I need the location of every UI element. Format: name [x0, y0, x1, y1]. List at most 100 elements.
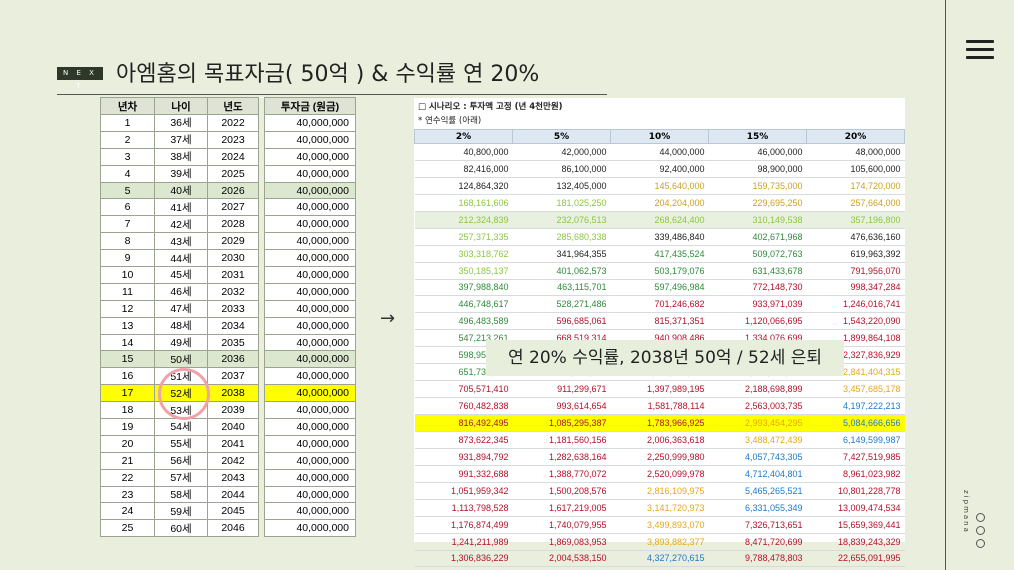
dot-icon [976, 513, 985, 522]
cell-value: 1,306,836,229 [414, 550, 513, 568]
hamburger-menu-icon[interactable] [966, 40, 994, 64]
cell-principal: 40,000,000 [264, 249, 356, 268]
dot-icon [976, 539, 985, 548]
cell-value: 3,488,472,439 [708, 431, 807, 449]
cell-principal: 40,000,000 [264, 384, 356, 403]
cell-value: 15,659,369,441 [806, 516, 905, 534]
table-row: 446,748,617 528,271,486 701,246,682 933,971… [414, 295, 905, 314]
table-row: 19 54세 2040 40,000,000 [100, 418, 356, 436]
cell-value: 4,057,743,305 [708, 448, 807, 466]
table-row: 24 59세 2045 40,000,000 [100, 502, 356, 521]
table-row: 6 41세 2027 40,000,000 [100, 198, 356, 217]
cell-principal: 40,000,000 [264, 299, 356, 318]
table-row: 20 55세 2041 40,000,000 [100, 434, 356, 453]
cell-year: 2028 [207, 215, 259, 234]
cell-age: 48세 [154, 316, 208, 335]
cell-age: 36세 [154, 114, 208, 132]
cell-age: 39세 [154, 164, 208, 183]
cell-age: 46세 [154, 282, 208, 301]
cell-value: 446,748,617 [414, 295, 513, 314]
cell-value: 3,141,720,973 [610, 499, 709, 517]
cell-year-count: 20 [100, 434, 155, 453]
table-row: 16 51세 2037 40,000,000 [100, 367, 356, 386]
cell-value: 1,543,220,090 [806, 312, 905, 331]
table-header-row: 2% 5% 10% 15% 20% [414, 129, 905, 144]
cell-principal: 40,000,000 [264, 198, 356, 217]
cell-value: 13,009,474,534 [806, 499, 905, 517]
col-header-year-count: 년차 [100, 97, 155, 115]
cell-principal: 40,000,000 [264, 367, 356, 386]
cell-value: 341,964,355 [512, 245, 611, 263]
cell-value: 3,499,893,070 [610, 516, 709, 534]
col-header-rate: 2% [414, 129, 513, 144]
cell-value: 503,179,076 [610, 262, 709, 280]
cell-principal: 40,000,000 [264, 418, 356, 436]
table-row: 931,894,792 1,282,638,164 2,250,999,980 4,0… [414, 448, 905, 466]
cell-value: 159,735,000 [708, 177, 807, 195]
cell-age: 55세 [154, 434, 208, 453]
cell-value: 791,956,070 [806, 262, 905, 280]
table-row: 257,371,335 285,680,338 339,486,840 402,671… [414, 228, 905, 246]
cell-age: 45세 [154, 266, 208, 284]
cell-value: 310,149,538 [708, 211, 807, 229]
cell-principal: 40,000,000 [264, 164, 356, 183]
brand-label: zipmana [962, 490, 970, 534]
table-row: 1 36세 2022 40,000,000 [100, 114, 356, 132]
cell-year-count: 5 [100, 181, 155, 200]
cell-value: 22,655,091,995 [806, 550, 905, 568]
cell-value: 701,246,682 [610, 295, 709, 314]
cell-value: 760,482,838 [414, 397, 513, 415]
cell-value: 933,971,039 [708, 295, 807, 314]
cell-value: 417,435,524 [610, 245, 709, 263]
cell-value: 705,571,410 [414, 380, 513, 399]
cell-value: 911,299,671 [512, 380, 611, 399]
table-row: 5 40세 2026 40,000,000 [100, 181, 356, 200]
cell-year-count: 4 [100, 164, 155, 183]
cell-year-count: 8 [100, 232, 155, 251]
cell-value: 1,176,874,499 [414, 516, 513, 534]
table-row: 168,161,606 181,025,250 204,204,000 229,695… [414, 194, 905, 212]
table-row: 12 47세 2033 40,000,000 [100, 299, 356, 318]
cell-value: 4,712,404,801 [708, 465, 807, 483]
cell-year: 2046 [207, 519, 259, 538]
cell-value: 105,600,000 [806, 160, 905, 178]
cell-year-count: 16 [100, 367, 155, 386]
cell-age: 57세 [154, 468, 208, 487]
cell-age: 50세 [154, 350, 208, 369]
cell-value: 3,893,882,377 [610, 533, 709, 551]
cell-value: 6,331,055,349 [708, 499, 807, 517]
cell-value: 232,076,513 [512, 211, 611, 229]
cell-age: 47세 [154, 299, 208, 318]
cell-value: 463,115,701 [512, 279, 611, 297]
cell-year: 2032 [207, 282, 259, 301]
cell-age: 41세 [154, 198, 208, 217]
cell-value: 5,465,265,521 [708, 482, 807, 500]
cell-principal: 40,000,000 [264, 468, 356, 487]
cell-year-count: 6 [100, 198, 155, 217]
side-divider [945, 0, 946, 570]
table-header-row: 년차 나이 년도 투자금 (원금) [100, 97, 356, 115]
cell-value: 815,371,351 [610, 312, 709, 331]
cell-value: 44,000,000 [610, 143, 709, 161]
cell-value: 357,196,800 [806, 211, 905, 229]
cell-value: 1,241,211,989 [414, 533, 513, 551]
cell-value: 496,483,589 [414, 312, 513, 331]
table-row: 21 56세 2042 40,000,000 [100, 451, 356, 470]
table-row: 496,483,589 596,685,061 815,371,351 1,120,0… [414, 312, 905, 331]
cell-value: 1,740,079,955 [512, 516, 611, 534]
cell-value: 229,695,250 [708, 194, 807, 212]
cell-value: 5,084,666,656 [806, 414, 905, 432]
table-row: 17 52세 2038 40,000,000 [100, 384, 356, 403]
table-row: 705,571,410 911,299,671 1,397,989,195 2,188… [414, 380, 905, 399]
cell-year: 2027 [207, 198, 259, 217]
cell-principal: 40,000,000 [264, 333, 356, 352]
cell-value: 257,664,000 [806, 194, 905, 212]
cell-value: 2,006,363,618 [610, 431, 709, 449]
cell-value: 350,185,137 [414, 262, 513, 280]
cell-principal: 40,000,000 [264, 401, 356, 420]
cell-value: 1,388,770,072 [512, 465, 611, 483]
cell-year: 2040 [207, 418, 259, 436]
cell-year: 2036 [207, 350, 259, 369]
cell-year: 2022 [207, 114, 259, 132]
cell-year: 2034 [207, 316, 259, 335]
